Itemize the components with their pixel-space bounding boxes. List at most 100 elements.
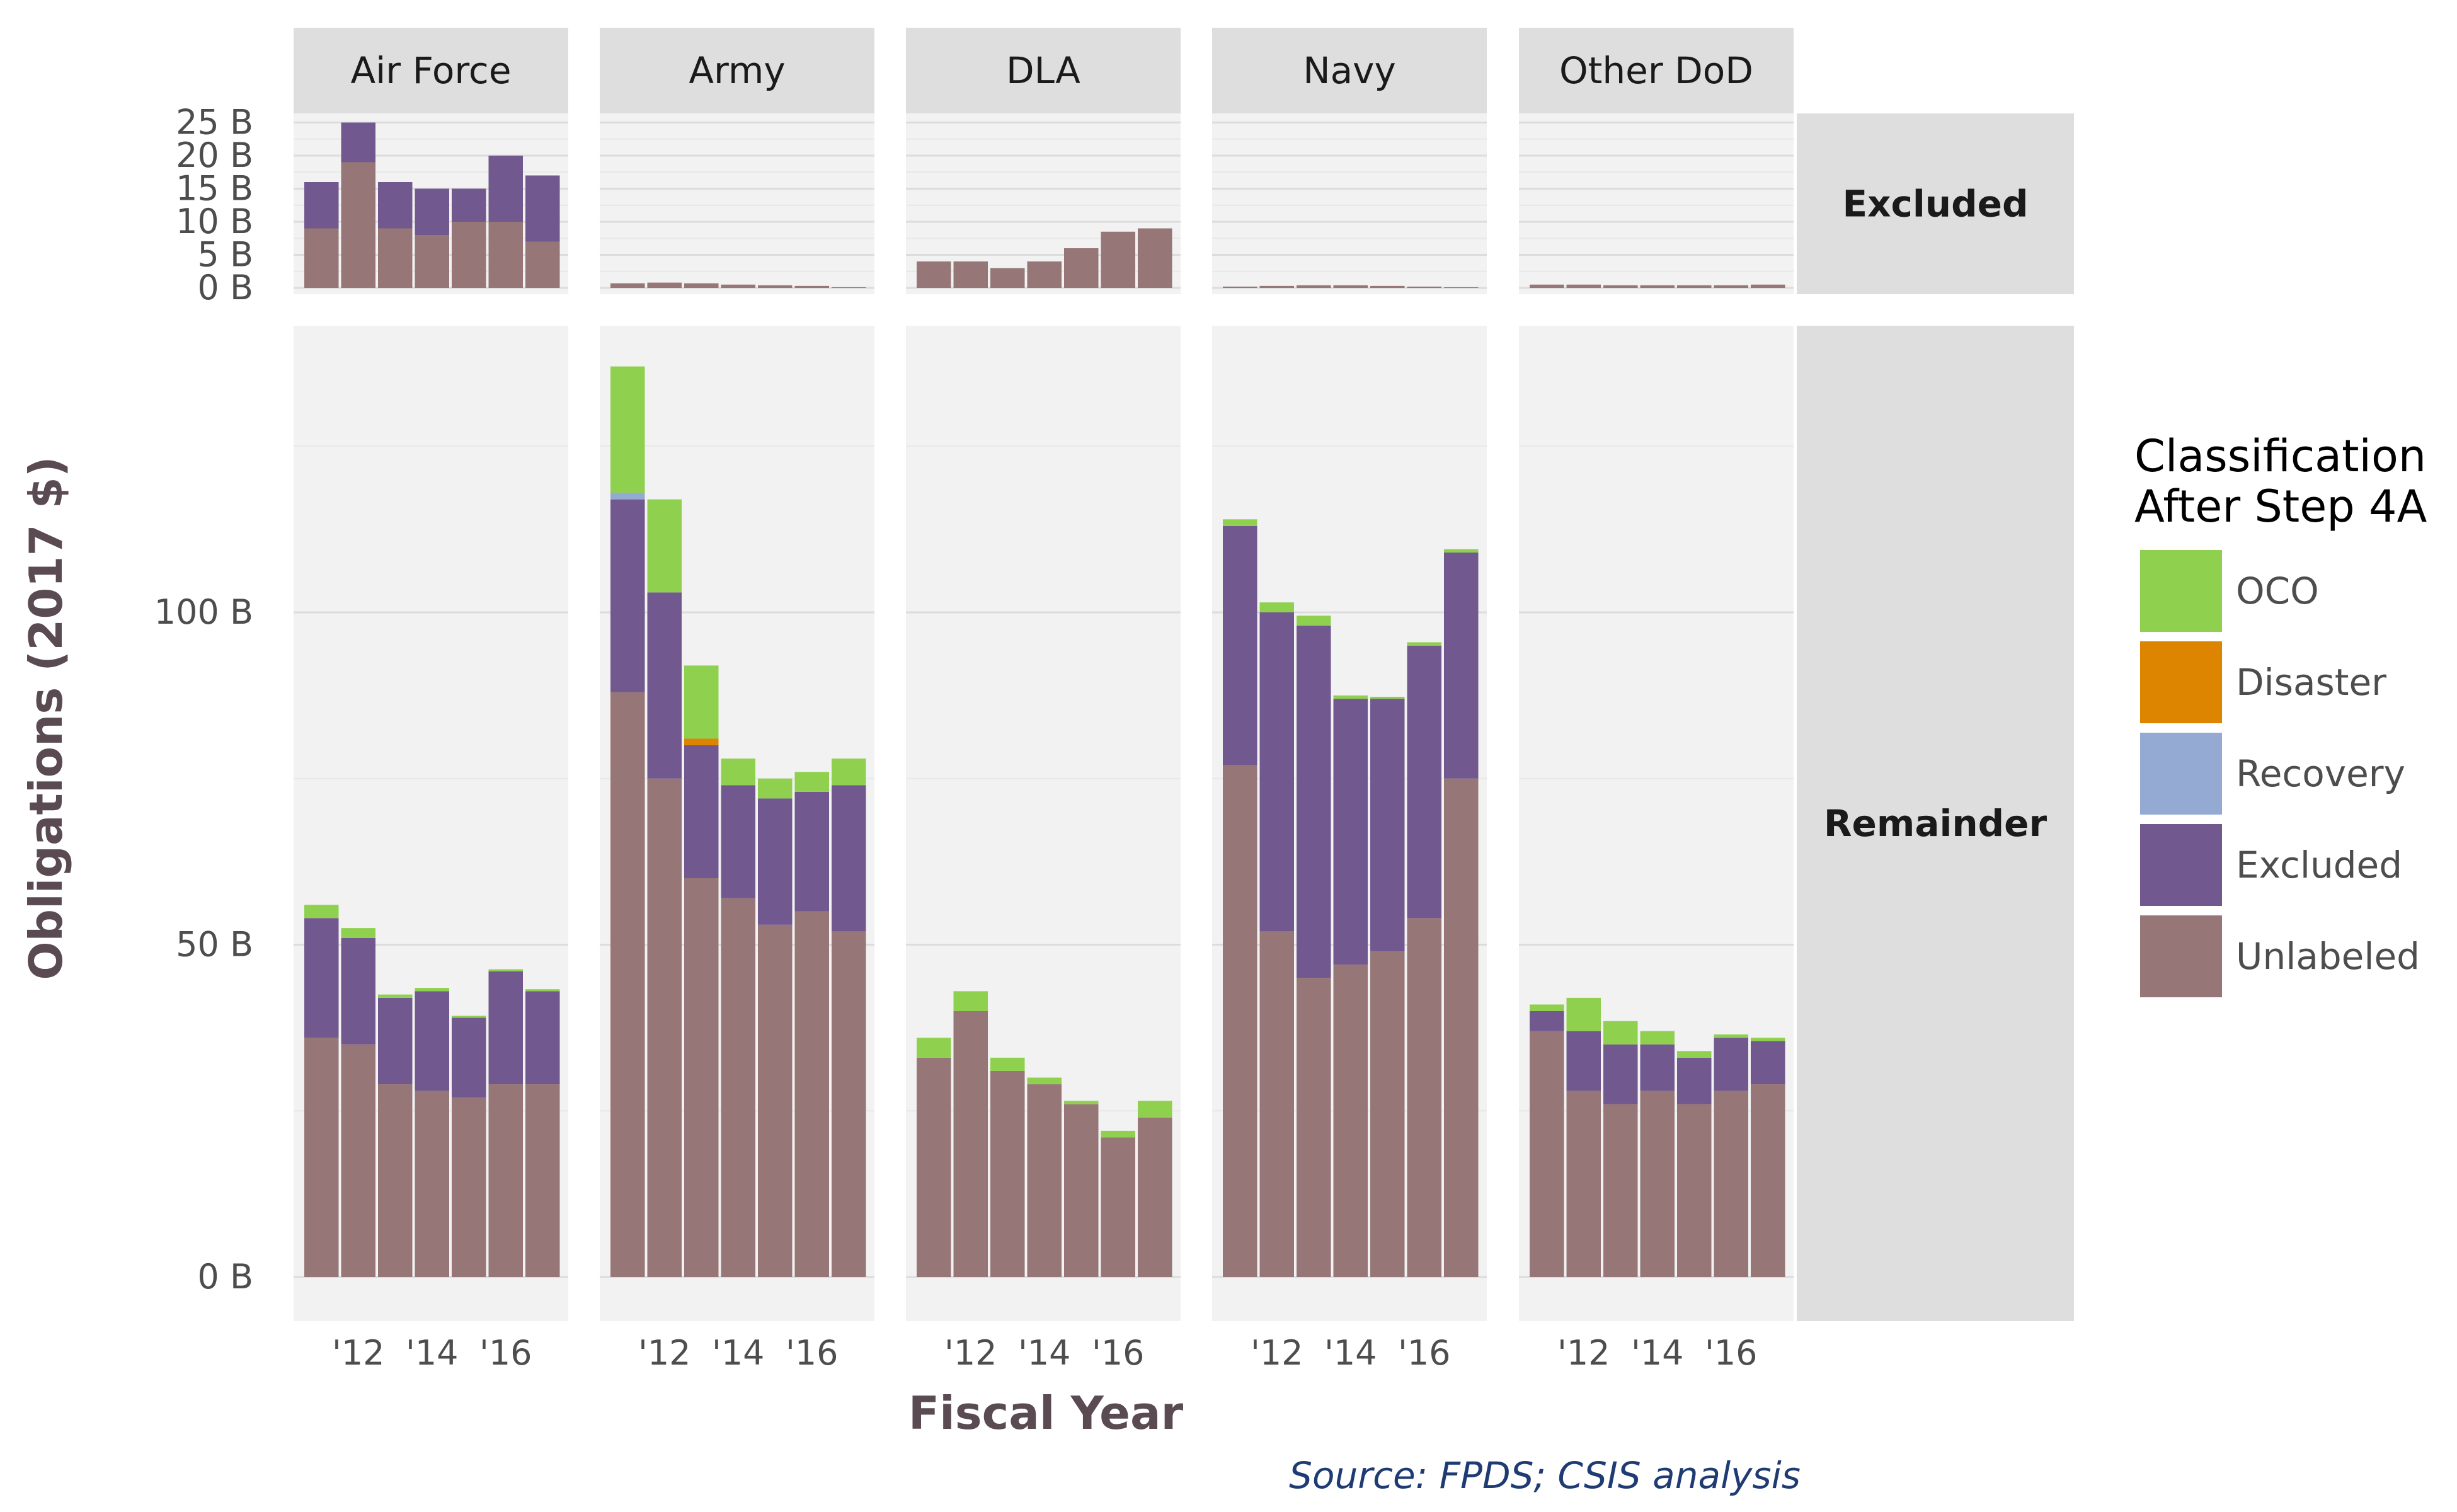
bar-remainder-air-force-2012-oco xyxy=(341,928,375,938)
bar-remainder-other-dod-2014-excluded xyxy=(1640,1044,1675,1091)
legend-title-line-1: Classification xyxy=(2134,430,2426,482)
bar-excluded-air-force-2016-excluded xyxy=(488,156,523,222)
bar-remainder-air-force-2016-unlabeled xyxy=(488,1084,523,1277)
x-tick-label: '16 xyxy=(1398,1333,1451,1373)
panel-bg-excluded-army xyxy=(600,113,874,294)
bar-excluded-dla-2012-unlabeled xyxy=(953,261,988,288)
bar-remainder-army-2012-excluded xyxy=(647,592,682,779)
legend-key-disaster xyxy=(2140,641,2222,723)
bar-excluded-dla-2016-unlabeled xyxy=(1101,231,1135,288)
bar-excluded-navy-2017-unlabeled xyxy=(1444,287,1479,288)
bar-remainder-navy-2016-unlabeled xyxy=(1407,918,1441,1277)
bar-remainder-dla-2014-oco xyxy=(1027,1077,1062,1085)
x-tick-label: '14 xyxy=(1631,1333,1684,1373)
bar-remainder-dla-2017-unlabeled xyxy=(1138,1117,1172,1277)
bar-excluded-dla-2011-unlabeled xyxy=(917,261,951,288)
bar-remainder-air-force-2013-excluded xyxy=(378,997,413,1085)
bar-remainder-navy-2012-excluded xyxy=(1259,612,1294,932)
bar-remainder-dla-2012-oco xyxy=(953,991,988,1011)
bar-remainder-air-force-2015-oco xyxy=(452,1016,486,1018)
bar-remainder-navy-2012-unlabeled xyxy=(1259,931,1294,1277)
bar-excluded-navy-2015-unlabeled xyxy=(1370,285,1405,288)
legend-key-recovery xyxy=(2140,733,2222,815)
bar-remainder-army-2016-excluded xyxy=(794,791,829,912)
bar-remainder-air-force-2014-oco xyxy=(415,988,449,992)
legend-label-excluded: Excluded xyxy=(2236,844,2402,886)
bar-remainder-dla-2017-oco xyxy=(1138,1101,1172,1118)
bar-remainder-air-force-2015-unlabeled xyxy=(452,1097,486,1277)
column-strip-label-air-force: Air Force xyxy=(351,49,512,92)
bar-excluded-navy-2011-unlabeled xyxy=(1223,286,1257,288)
bar-remainder-dla-2015-oco xyxy=(1064,1101,1099,1104)
bar-remainder-air-force-2016-excluded xyxy=(488,971,523,1085)
bar-remainder-navy-2014-oco xyxy=(1333,695,1368,699)
bar-remainder-navy-2016-oco xyxy=(1407,642,1441,646)
bar-remainder-other-dod-2017-unlabeled xyxy=(1751,1084,1785,1277)
bar-remainder-other-dod-2014-oco xyxy=(1640,1031,1675,1045)
x-tick-label: '14 xyxy=(712,1333,765,1373)
bar-excluded-army-2014-unlabeled xyxy=(721,284,755,288)
bar-remainder-other-dod-2012-unlabeled xyxy=(1566,1091,1601,1277)
bar-excluded-air-force-2017-unlabeled xyxy=(525,241,560,288)
y-tick-label-excluded: 0 B xyxy=(197,268,253,307)
bar-remainder-other-dod-2012-excluded xyxy=(1566,1031,1601,1091)
bar-excluded-army-2012-unlabeled xyxy=(647,282,682,288)
bar-remainder-air-force-2014-unlabeled xyxy=(415,1091,449,1277)
bar-remainder-army-2012-oco xyxy=(647,499,682,593)
column-strip-air-force xyxy=(294,28,568,113)
x-tick-label: '14 xyxy=(1324,1333,1377,1373)
bar-remainder-navy-2017-oco xyxy=(1444,549,1479,553)
bar-excluded-dla-2015-unlabeled xyxy=(1064,248,1099,288)
column-strip-dla xyxy=(906,28,1181,113)
bar-remainder-navy-2013-excluded xyxy=(1297,626,1331,978)
legend-items: OCO Disaster Recovery Excluded Unlabeled xyxy=(2140,550,2420,997)
bar-remainder-air-force-2011-excluded xyxy=(304,918,339,1038)
bar-remainder-other-dod-2016-unlabeled xyxy=(1714,1091,1748,1277)
bar-excluded-navy-2016-unlabeled xyxy=(1407,286,1441,288)
bar-remainder-army-2011-recovery xyxy=(610,493,645,500)
x-tick-label: '12 xyxy=(332,1333,385,1373)
bar-remainder-navy-2016-excluded xyxy=(1407,645,1441,919)
y-axis-title: Obligations (2017 $) xyxy=(20,456,72,980)
bar-excluded-navy-2013-unlabeled xyxy=(1297,285,1331,288)
bar-excluded-other-dod-2013-unlabeled xyxy=(1603,285,1638,288)
bar-remainder-navy-2012-oco xyxy=(1259,602,1294,612)
bar-excluded-air-force-2017-excluded xyxy=(525,175,560,242)
bar-remainder-army-2017-oco xyxy=(832,759,866,786)
column-strip-label-dla: DLA xyxy=(1006,49,1080,92)
bar-remainder-dla-2013-unlabeled xyxy=(990,1070,1025,1277)
panel-bg-excluded-other-dod xyxy=(1519,113,1794,294)
column-strip-army xyxy=(600,28,874,113)
bar-excluded-other-dod-2016-unlabeled xyxy=(1714,285,1748,288)
bar-remainder-other-dod-2011-excluded xyxy=(1530,1011,1564,1031)
bar-excluded-other-dod-2017-unlabeled xyxy=(1751,284,1785,288)
y-tick-label-remainder: 50 B xyxy=(176,925,253,965)
row-strip-excluded xyxy=(1797,113,2074,294)
bar-remainder-other-dod-2013-unlabeled xyxy=(1603,1104,1638,1277)
x-tick-label: '12 xyxy=(638,1333,691,1373)
bar-excluded-air-force-2015-excluded xyxy=(452,188,486,222)
bar-excluded-other-dod-2012-unlabeled xyxy=(1566,284,1601,288)
x-tick-label: '12 xyxy=(1557,1333,1610,1373)
bar-excluded-army-2013-unlabeled xyxy=(684,283,719,288)
column-strip-label-other-dod: Other DoD xyxy=(1559,49,1753,92)
bar-remainder-navy-2017-excluded xyxy=(1444,553,1479,779)
bars xyxy=(304,122,1785,1277)
bar-remainder-air-force-2017-oco xyxy=(525,989,560,992)
legend-label-unlabeled: Unlabeled xyxy=(2236,935,2420,978)
bar-remainder-other-dod-2011-unlabeled xyxy=(1530,1031,1564,1277)
legend-key-unlabeled xyxy=(2140,915,2222,997)
bar-remainder-other-dod-2017-excluded xyxy=(1751,1041,1785,1085)
bar-remainder-dla-2014-unlabeled xyxy=(1027,1084,1062,1277)
bar-remainder-army-2015-oco xyxy=(758,778,793,799)
legend-title-line-2: After Step 4A xyxy=(2134,481,2427,532)
bar-remainder-other-dod-2014-unlabeled xyxy=(1640,1091,1675,1277)
legend-label-oco: OCO xyxy=(2236,570,2319,612)
panel-bg-excluded-navy xyxy=(1212,113,1487,294)
facet-strips: Excluded Remainder Air Force Army DLA Navy Oth… xyxy=(294,28,2074,1321)
bar-remainder-army-2013-oco xyxy=(684,665,719,739)
bar-remainder-army-2013-excluded xyxy=(684,745,719,878)
x-tick-label: '16 xyxy=(786,1333,839,1373)
bar-excluded-air-force-2013-unlabeled xyxy=(378,228,413,288)
